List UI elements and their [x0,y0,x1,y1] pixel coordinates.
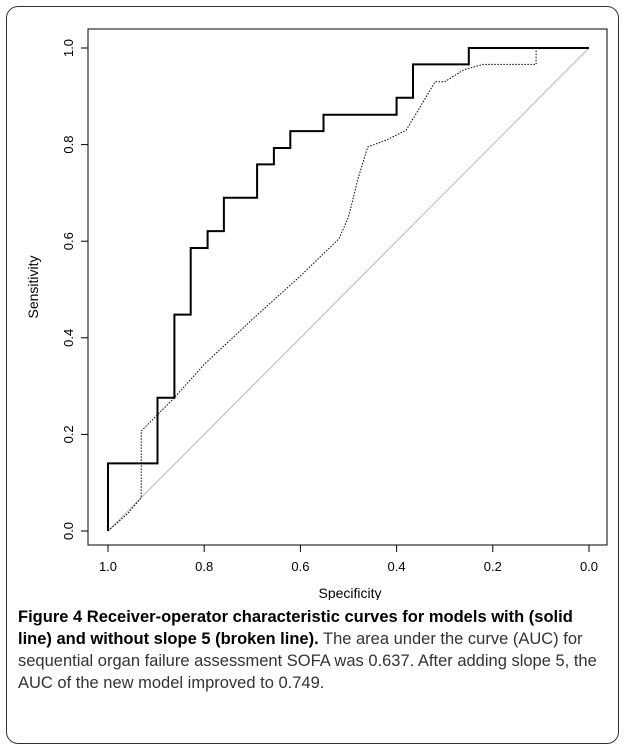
y-tick-label: 0.0 [61,522,76,540]
figure-label: Figure 4 [18,608,83,626]
x-axis-title: Specificity [318,585,381,600]
y-tick-label: 0.6 [61,232,76,250]
x-tick-label: 0.0 [580,559,598,574]
y-tick-label: 0.4 [61,329,76,347]
roc-chart: 1.0 0.8 0.6 0.4 0.2 0.0 0.0 0.2 0.4 0.6 0.8 1.0 Spe… [25,28,608,600]
x-tick-label: 0.4 [388,559,406,574]
y-axis-title: Sensitivity [25,255,41,318]
figure-caption: Figure 4 Receiver-operator characteristi… [18,606,608,694]
x-tick-label: 0.6 [291,559,309,574]
figure-body: The area under the curve (AUC) for seque… [18,630,597,692]
x-tick-label: 0.8 [195,559,213,574]
y-tick-label: 0.8 [61,136,76,154]
y-tick-label: 1.0 [61,39,76,57]
x-tick-label: 0.2 [484,559,502,574]
figure-frame [6,6,619,744]
y-tick-label: 0.2 [61,425,76,443]
roc-curve-solid [107,47,589,531]
plot-box [87,28,608,546]
reference-diagonal [107,47,590,532]
figure-title: Receiver-operator characteristic curves … [18,608,573,648]
x-tick-label: 1.0 [99,559,117,574]
